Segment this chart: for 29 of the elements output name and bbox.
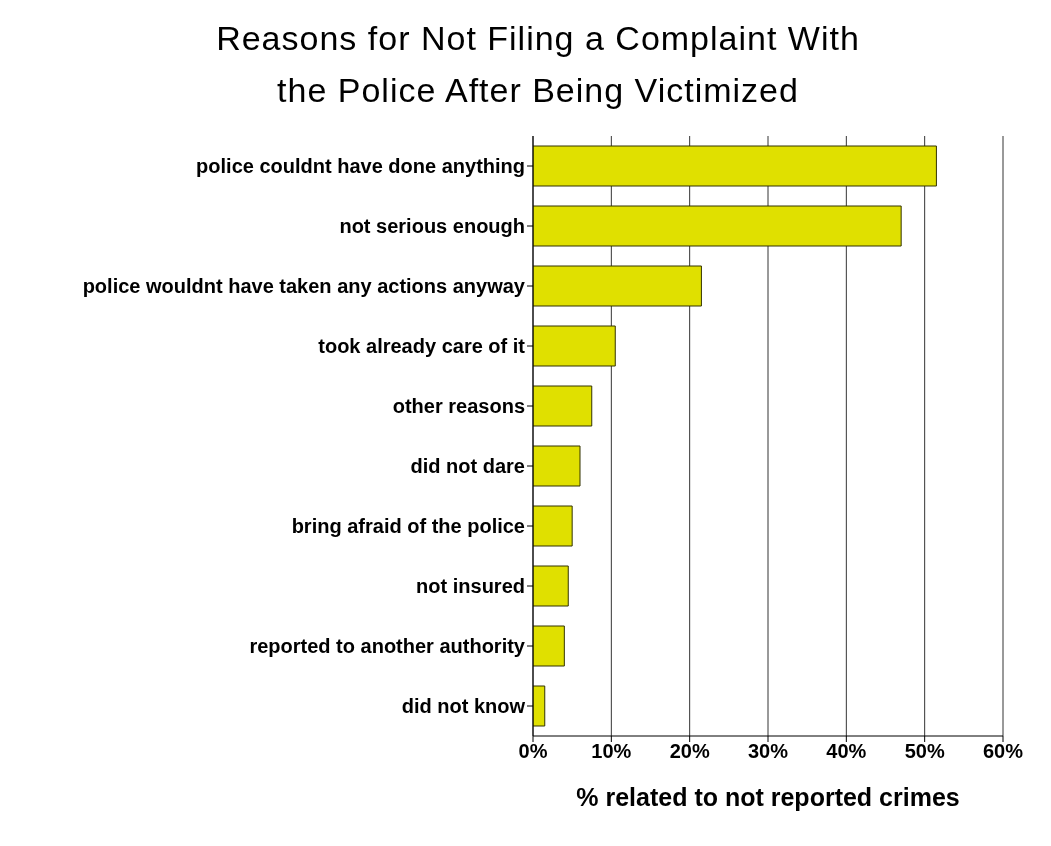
y-tick-label: took already care of it (318, 335, 526, 358)
x-axis-title: % related to not reported crimes (576, 783, 960, 811)
y-tick-label: not serious enough (339, 215, 525, 238)
bar (533, 145, 937, 187)
x-tick-label: 60% (982, 740, 1024, 763)
x-tick-label: 50% (904, 740, 945, 763)
y-tick-label: reported to another authority (249, 635, 526, 658)
y-tick-label: police wouldnt have taken any actions anyway (82, 275, 526, 298)
bar (533, 625, 565, 667)
bar (533, 565, 569, 607)
bar (533, 685, 546, 727)
x-tick-label: 0% (518, 740, 548, 763)
y-tick-label: bring afraid of the police (291, 515, 525, 538)
bar (533, 505, 573, 547)
x-tick-label: 30% (747, 740, 789, 763)
bar (533, 205, 902, 247)
y-tick-label: did not dare (410, 455, 525, 478)
y-tick-label: did not know (401, 695, 526, 718)
x-tick-label: 20% (669, 740, 710, 763)
bar (533, 265, 702, 307)
x-tick-label: 10% (591, 740, 632, 763)
bar (533, 385, 593, 427)
y-tick-label: other reasons (392, 395, 525, 418)
x-tick-label: 40% (826, 740, 867, 763)
y-tick-label: police couldnt have done anything (196, 155, 525, 178)
bar (533, 445, 581, 487)
y-tick-label: not insured (416, 575, 525, 598)
bar (533, 325, 616, 367)
chart-title: Reasons for Not Filing a Complaint With the Police After Being Victimized (215, 18, 861, 111)
